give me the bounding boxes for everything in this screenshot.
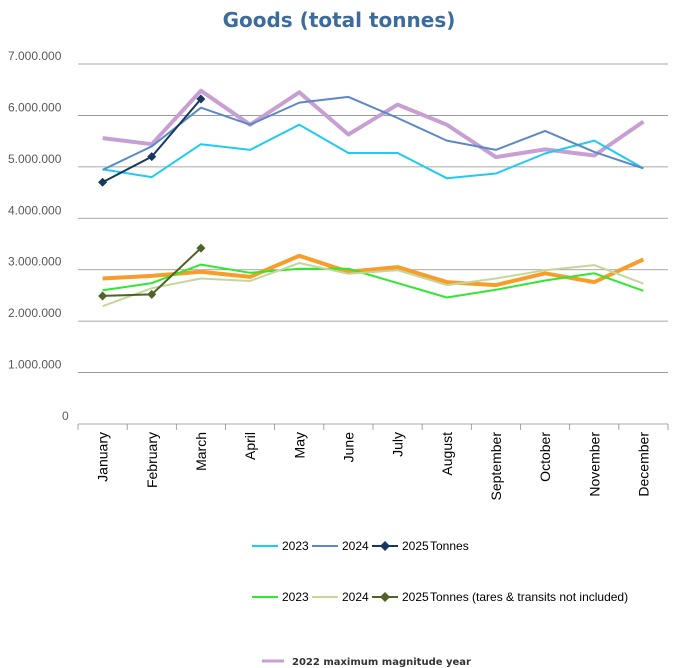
data-point-marker xyxy=(98,291,108,301)
x-axis: January February March April May June July Augu… xyxy=(77,424,669,501)
legend-label: 2023 xyxy=(282,539,309,553)
y-tick-label: 4.000.000 xyxy=(8,203,62,217)
x-tick-label: March xyxy=(193,432,209,471)
legend-label: 2025 xyxy=(402,590,429,604)
chart-title: Goods (total tonnes) xyxy=(222,8,456,32)
x-tick-label: December xyxy=(635,432,651,497)
legend-label: 2025 xyxy=(402,539,429,553)
series-line-2023-3 xyxy=(102,263,644,299)
data-point-marker xyxy=(147,289,157,299)
legend-label: 2024 xyxy=(342,590,369,604)
x-tick-label: July xyxy=(390,432,406,457)
data-point-marker xyxy=(98,177,108,187)
series-line-2023-0 xyxy=(102,123,644,180)
data-point-marker xyxy=(196,94,206,104)
legend-label: 2022 maximum magnitude year xyxy=(292,657,471,668)
y-tick-label: 0 xyxy=(62,409,69,423)
legend-marker xyxy=(380,541,390,551)
series-group xyxy=(98,88,645,308)
y-tick-label: 5.000.000 xyxy=(8,152,62,166)
legend-label: 2024 xyxy=(342,539,369,553)
series-line-2022-6 xyxy=(102,253,645,288)
x-tick-label: November xyxy=(586,432,602,497)
x-tick-label: September xyxy=(488,432,504,501)
series-line-2024-4 xyxy=(102,262,644,308)
y-tick-label: 6.000.000 xyxy=(8,100,62,114)
y-tick-label: 7.000.000 xyxy=(8,49,62,63)
y-tick-label: 3.000.000 xyxy=(8,255,62,269)
legend-group-label: Tonnes xyxy=(430,539,469,553)
x-tick-label: April xyxy=(242,432,258,460)
x-tick-label: June xyxy=(340,432,356,463)
legend-label: 2023 xyxy=(282,590,309,604)
data-point-marker xyxy=(196,243,206,253)
x-tick-label: January xyxy=(95,432,111,482)
series-line-2024-1 xyxy=(102,95,644,171)
y-axis: 0 1.000.000 2.000.000 3.000.000 4.000.000 5.0… xyxy=(8,49,69,423)
legend-marker xyxy=(380,592,390,602)
x-tick-label: August xyxy=(439,432,455,476)
legend-group-label: Tonnes (tares & transits not included) xyxy=(430,590,628,604)
x-tick-label: May xyxy=(291,432,307,458)
x-tick-label: October xyxy=(537,432,553,482)
data-point-marker xyxy=(147,152,157,162)
series-line-2022-7 xyxy=(102,88,645,160)
y-tick-label: 2.000.000 xyxy=(8,306,62,320)
x-tick-label: February xyxy=(144,432,160,488)
y-tick-label: 1.000.000 xyxy=(8,358,62,372)
